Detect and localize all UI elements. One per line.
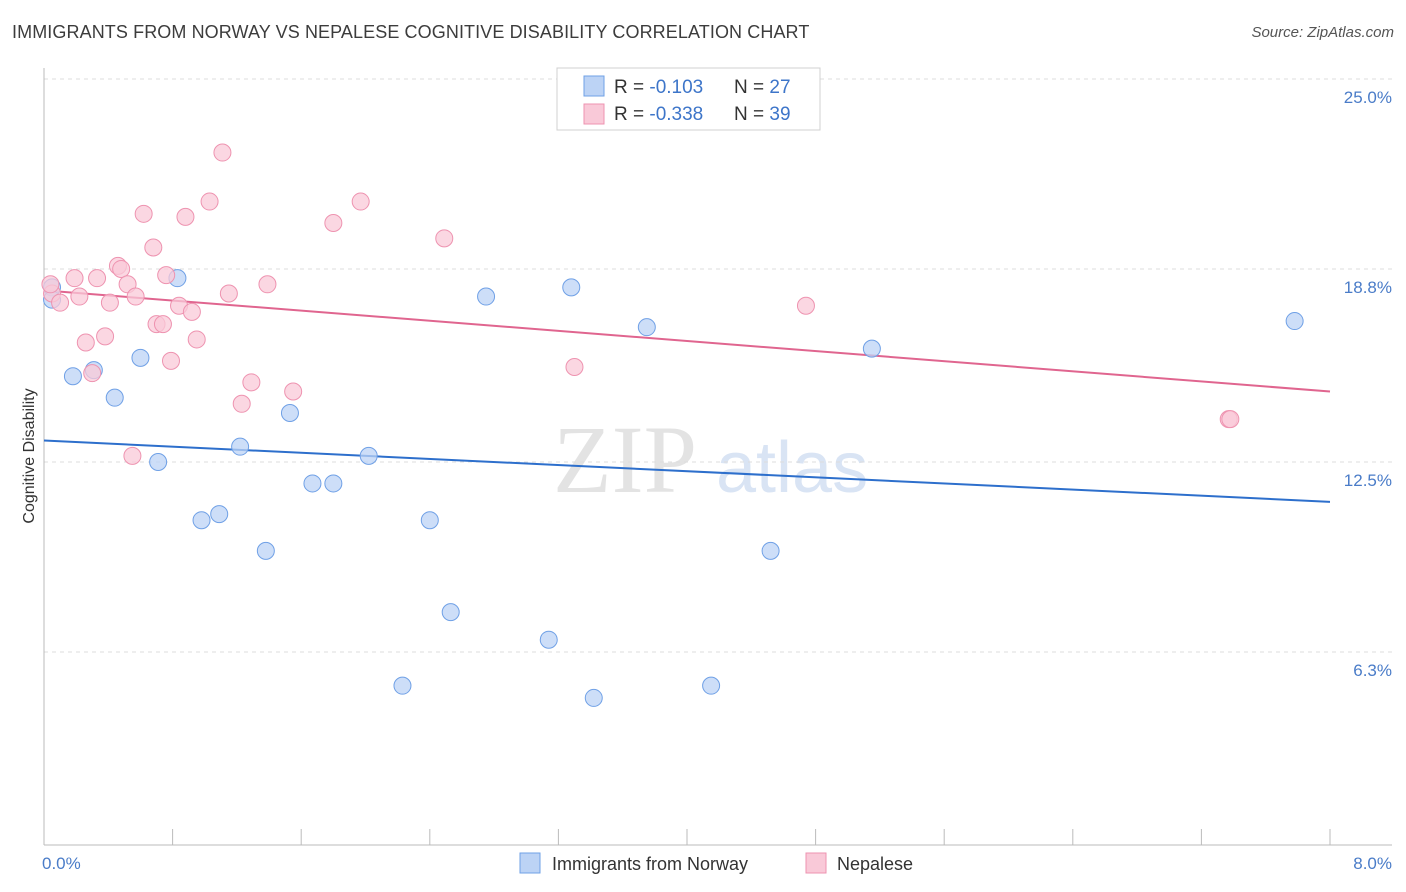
y-tick-label: 12.5% [1344, 471, 1392, 490]
point-norway [862, 339, 881, 358]
point-nepalese [144, 238, 163, 257]
point-nepalese [51, 293, 70, 312]
point-norway [210, 505, 229, 524]
legend-r-label-nepalese: R = [614, 104, 649, 125]
x-ticks [172, 829, 1331, 845]
point-nepalese [153, 315, 172, 334]
point-nepalese [565, 358, 584, 377]
point-nepalese [41, 275, 60, 294]
point-nepalese [176, 207, 195, 226]
y-tick-label: 18.8% [1344, 278, 1392, 297]
bottom-legend-swatch-norway [519, 852, 541, 874]
point-norway [256, 541, 275, 560]
point-nepalese [88, 269, 107, 288]
point-norway [702, 676, 721, 695]
point-norway [303, 474, 322, 493]
point-nepalese [100, 293, 119, 312]
point-nepalese [83, 364, 102, 383]
point-nepalese [76, 333, 95, 352]
svg-text:R = -0.103: R = -0.103 [614, 77, 703, 98]
point-nepalese [435, 229, 454, 248]
y-axis-label: Cognitive Disability [21, 388, 38, 523]
trendline-nepalese [43, 289, 1331, 393]
svg-text:R = -0.338: R = -0.338 [614, 104, 703, 125]
point-nepalese [213, 143, 232, 162]
bottom-legend-label-norway: Immigrants from Norway [552, 854, 748, 874]
series-legend: Immigrants from Norway Nepalese [519, 852, 913, 874]
point-nepalese [112, 259, 131, 278]
stats-legend: R = -0.103 N = 27 R = -0.338 N = 39 [556, 67, 821, 131]
point-nepalese [182, 302, 201, 321]
point-nepalese [242, 373, 261, 392]
point-norway [477, 287, 496, 306]
y-tick-labels: 6.3% 12.5% 18.8% 25.0% [1344, 88, 1392, 680]
point-nepalese [796, 296, 815, 315]
svg-text:N = 39: N = 39 [734, 104, 791, 125]
point-norway [131, 348, 150, 367]
point-norway [441, 603, 460, 622]
data-points [41, 143, 1304, 707]
point-nepalese [351, 192, 370, 211]
point-nepalese [134, 204, 153, 223]
svg-text:N = 27: N = 27 [734, 77, 791, 98]
point-norway [761, 541, 780, 560]
legend-r-value-nepalese: -0.338 [649, 104, 703, 125]
y-tick-label: 6.3% [1353, 661, 1392, 680]
point-nepalese [324, 214, 343, 233]
point-nepalese [126, 287, 145, 306]
legend-n-value-nepalese: 39 [769, 104, 790, 125]
point-nepalese [232, 394, 251, 413]
legend-n-label-nepalese: N = [734, 104, 769, 125]
source-credit: Source: ZipAtlas.com [1251, 24, 1394, 41]
bottom-legend-swatch-nepalese [805, 852, 827, 874]
point-nepalese [187, 330, 206, 349]
point-norway [562, 278, 581, 297]
legend-n-value-norway: 27 [769, 77, 790, 98]
legend-swatch-nepalese [583, 103, 605, 125]
point-nepalese [284, 382, 303, 401]
point-norway [420, 511, 439, 530]
point-norway [584, 688, 603, 707]
y-tick-label: 25.0% [1344, 88, 1392, 107]
gridlines [44, 78, 1392, 653]
point-nepalese [200, 192, 219, 211]
trend-lines [43, 289, 1331, 503]
point-nepalese [123, 446, 142, 465]
point-norway [637, 318, 656, 337]
point-norway [539, 630, 558, 649]
point-nepalese [258, 275, 277, 294]
point-norway [324, 474, 343, 493]
legend-swatch-norway [583, 75, 605, 97]
point-nepalese [70, 287, 89, 306]
point-nepalese [1221, 410, 1240, 429]
point-norway [393, 676, 412, 695]
point-nepalese [161, 351, 180, 370]
point-norway [231, 437, 250, 456]
trendline-norway [43, 439, 1331, 503]
point-nepalese [219, 284, 238, 303]
point-norway [359, 446, 378, 465]
chart-title: IMMIGRANTS FROM NORWAY VS NEPALESE COGNI… [12, 22, 810, 42]
point-norway [149, 453, 168, 471]
point-norway [192, 511, 211, 530]
legend-n-label-norway: N = [734, 77, 769, 98]
point-nepalese [96, 327, 115, 346]
point-norway [1285, 312, 1304, 331]
point-norway [280, 403, 299, 422]
x-tick-label-min: 0.0% [42, 854, 81, 873]
legend-r-value-norway: -0.103 [649, 77, 703, 98]
watermark-zip: ZIP [553, 406, 697, 513]
point-norway [63, 367, 82, 386]
x-tick-label-max: 8.0% [1353, 854, 1392, 873]
point-nepalese [157, 266, 176, 285]
point-norway [105, 388, 124, 407]
point-nepalese [65, 269, 84, 288]
bottom-legend-label-nepalese: Nepalese [837, 854, 913, 874]
legend-r-label-norway: R = [614, 77, 649, 98]
watermark-atlas: atlas [716, 428, 868, 508]
